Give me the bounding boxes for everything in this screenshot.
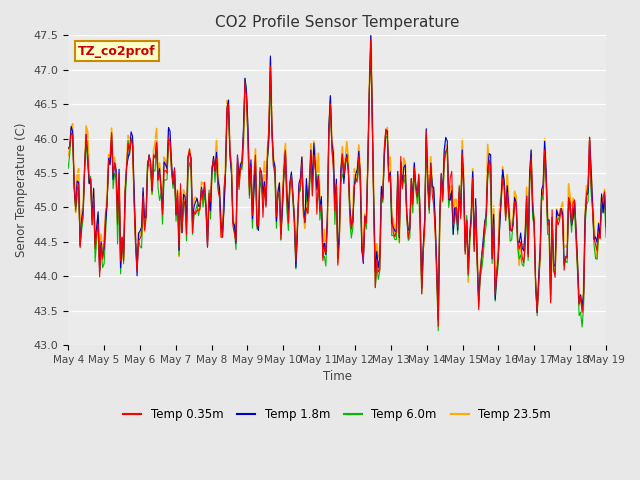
- Temp 0.35m: [300, 209, 307, 215]
- Temp 1.8m: [225, 97, 232, 103]
- Temp 0.35m: [243, 96, 250, 101]
- Temp 0.35m: [131, 199, 138, 205]
- Temp 0.35m: [64, 146, 72, 152]
- Temp 23.5m: [225, 98, 232, 104]
- Temp 1.8m: [131, 187, 138, 192]
- Temp 6.0m: [131, 195, 138, 201]
- Temp 6.0m: [64, 166, 72, 171]
- Temp 0.35m: [575, 301, 583, 307]
- Temp 23.5m: [243, 97, 250, 103]
- Temp 23.5m: [435, 314, 442, 320]
- Temp 0.35m: [602, 224, 610, 230]
- Temp 1.8m: [575, 300, 583, 306]
- Temp 0.35m: [225, 101, 232, 107]
- Temp 23.5m: [252, 146, 259, 152]
- Title: CO2 Profile Sensor Temperature: CO2 Profile Sensor Temperature: [215, 15, 460, 30]
- Temp 1.8m: [602, 224, 610, 229]
- Temp 6.0m: [300, 203, 307, 209]
- Temp 0.35m: [252, 152, 259, 158]
- Line: Temp 6.0m: Temp 6.0m: [68, 44, 606, 331]
- Temp 23.5m: [602, 216, 610, 222]
- Temp 23.5m: [64, 153, 72, 158]
- Temp 6.0m: [252, 157, 259, 163]
- Line: Temp 0.35m: Temp 0.35m: [68, 39, 606, 326]
- Temp 1.8m: [64, 145, 72, 151]
- Temp 6.0m: [225, 106, 232, 112]
- Temp 23.5m: [575, 302, 583, 308]
- Temp 6.0m: [575, 313, 583, 319]
- Line: Temp 23.5m: Temp 23.5m: [68, 36, 606, 317]
- Temp 6.0m: [367, 41, 374, 47]
- Temp 6.0m: [602, 234, 610, 240]
- Text: TZ_co2prof: TZ_co2prof: [78, 45, 156, 58]
- Temp 1.8m: [367, 33, 374, 38]
- Temp 1.8m: [300, 206, 307, 212]
- Temp 23.5m: [300, 211, 307, 217]
- Temp 1.8m: [435, 317, 442, 323]
- Temp 0.35m: [367, 36, 374, 42]
- Legend: Temp 0.35m, Temp 1.8m, Temp 6.0m, Temp 23.5m: Temp 0.35m, Temp 1.8m, Temp 6.0m, Temp 2…: [119, 404, 556, 426]
- Line: Temp 1.8m: Temp 1.8m: [68, 36, 606, 320]
- X-axis label: Time: Time: [323, 370, 351, 384]
- Temp 23.5m: [131, 190, 138, 195]
- Temp 6.0m: [243, 86, 250, 92]
- Temp 23.5m: [367, 33, 374, 38]
- Temp 1.8m: [243, 88, 250, 94]
- Temp 0.35m: [435, 324, 442, 329]
- Temp 1.8m: [252, 158, 259, 164]
- Y-axis label: Senor Temperature (C): Senor Temperature (C): [15, 123, 28, 257]
- Temp 6.0m: [435, 328, 442, 334]
